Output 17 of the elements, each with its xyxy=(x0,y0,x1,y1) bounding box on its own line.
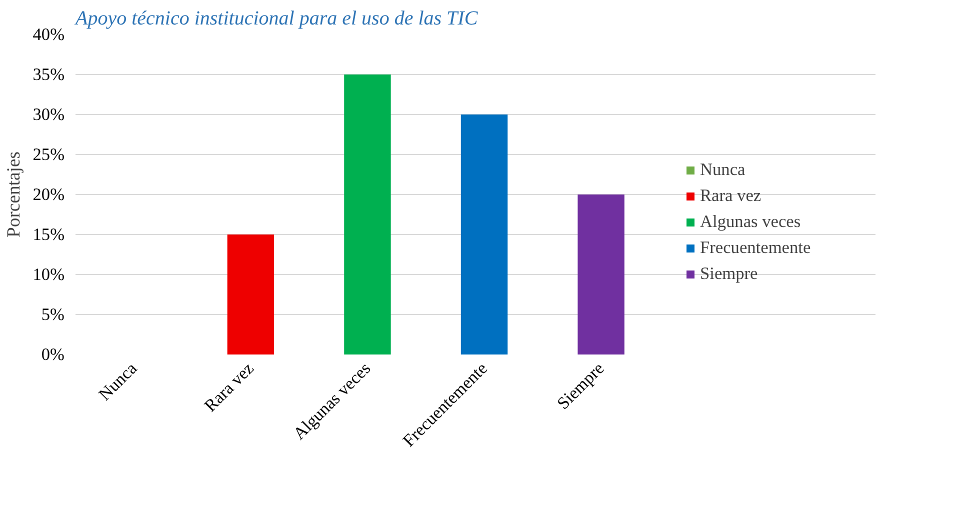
y-tick-label: 20% xyxy=(32,185,65,204)
chart-title: Apoyo técnico institucional para el uso de las TIC xyxy=(74,8,478,30)
legend-label: Rara vez xyxy=(700,186,762,206)
y-tick-label: 15% xyxy=(32,225,65,244)
y-tick-label: 0% xyxy=(41,345,65,364)
y-axis-title: Porcentajes xyxy=(4,151,25,238)
y-tick-label: 40% xyxy=(32,25,65,44)
y-tick-label: 10% xyxy=(32,265,65,284)
y-tick-label: 25% xyxy=(32,145,65,164)
legend-label: Algunas veces xyxy=(700,212,801,232)
y-tick-label: 30% xyxy=(32,105,65,124)
legend-label: Frecuentemente xyxy=(700,238,811,258)
legend-label: Nunca xyxy=(700,160,746,180)
legend-label: Siempre xyxy=(700,264,758,284)
y-tick-label: 5% xyxy=(41,305,65,324)
y-tick-label: 35% xyxy=(32,65,65,84)
x-tick-label: Rara vez xyxy=(200,358,258,416)
